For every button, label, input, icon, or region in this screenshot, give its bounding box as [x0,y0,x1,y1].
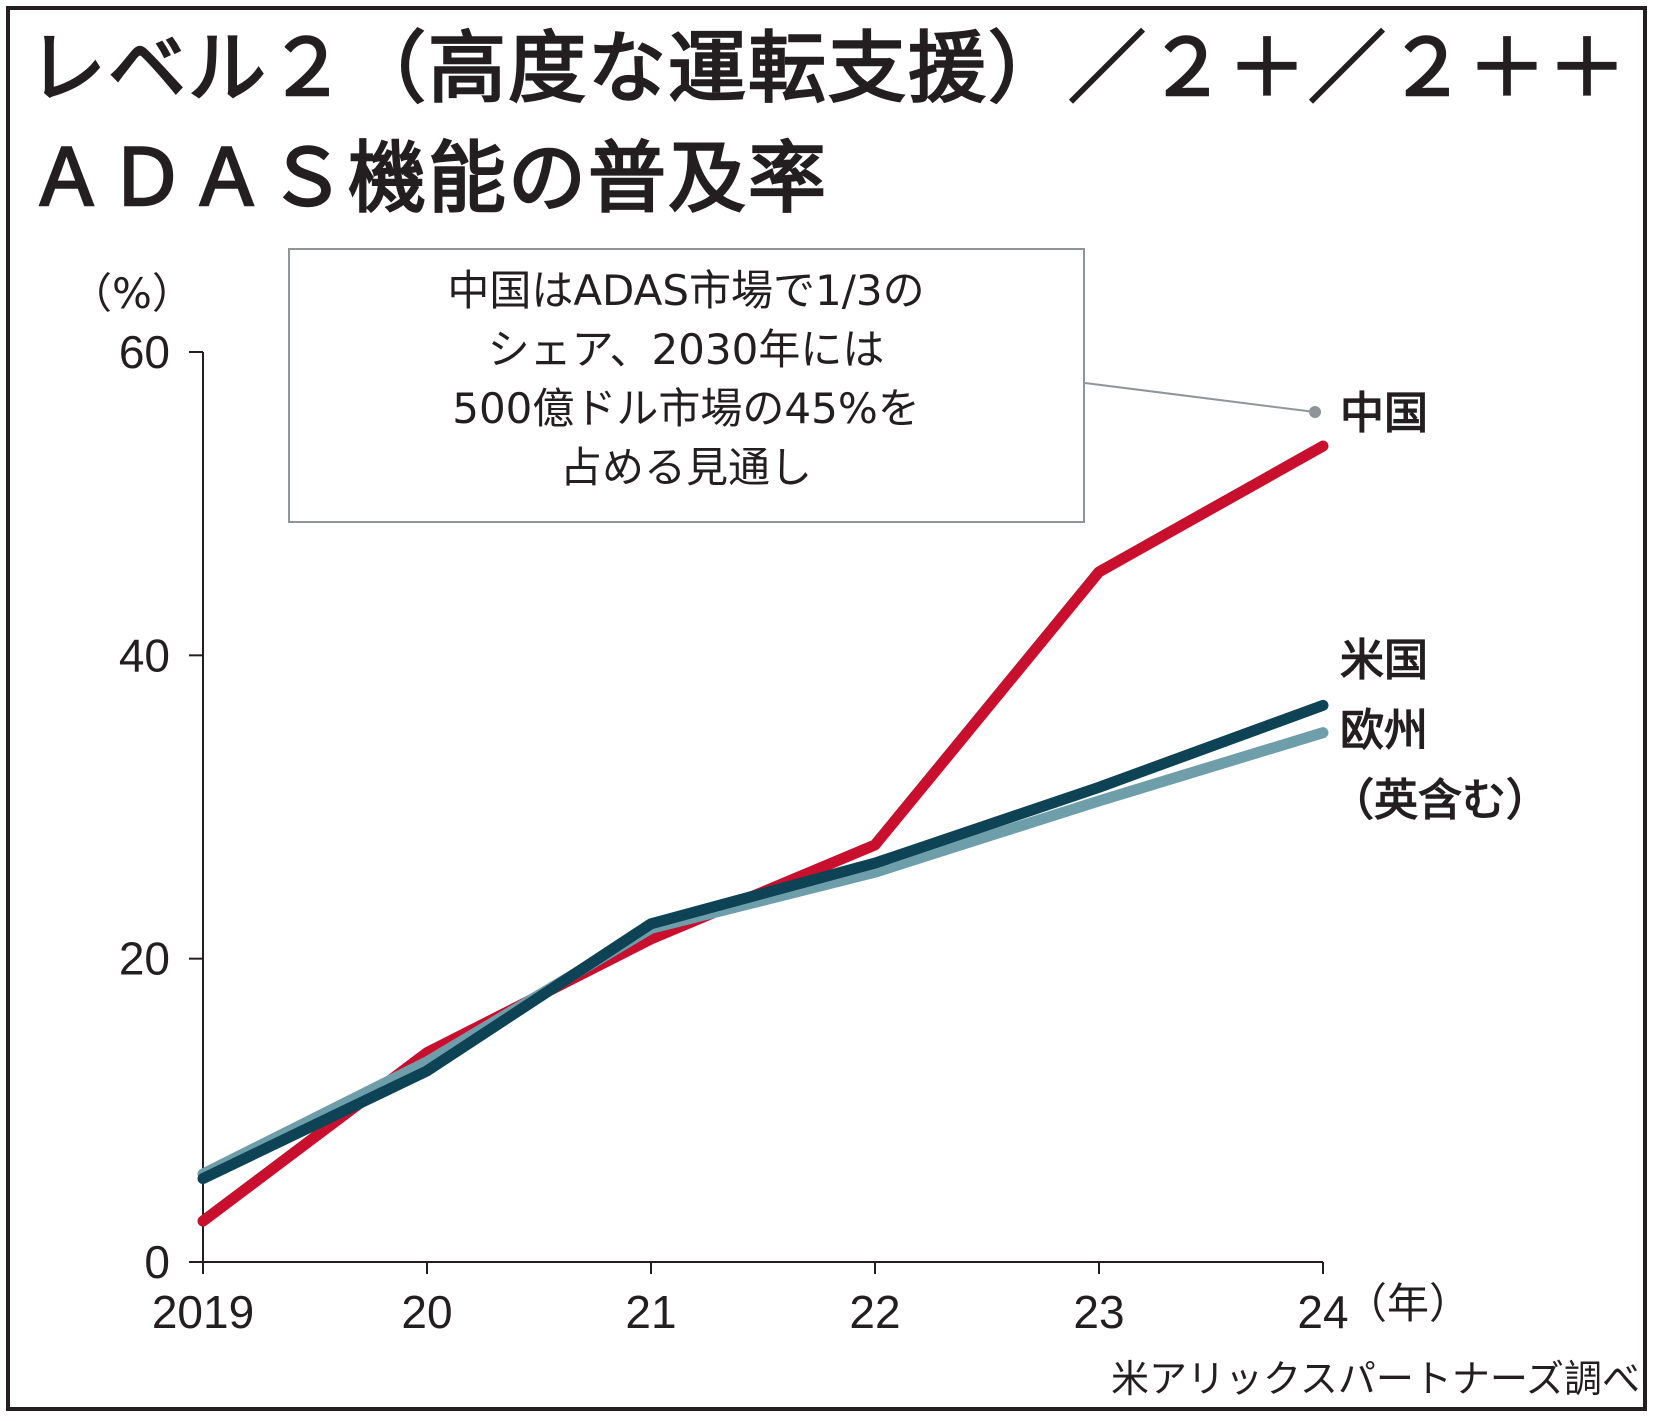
series-line-0 [197,440,1329,1227]
y-tick-label: 0 [144,1236,170,1288]
x-tick-label: 23 [1073,1286,1124,1338]
axes [202,352,1323,1263]
x-tick-label: 21 [625,1286,676,1338]
annotation-line-3: 500億ドル市場の45%を [452,384,920,433]
y-tick-label: 60 [119,326,170,378]
series-label-us: 米国 [1340,635,1428,686]
annotation-leader-dot [1309,406,1321,418]
y-ticks: 0 20 40 60 [119,326,203,1288]
annotation-frame [288,248,1085,523]
series-label-eu: 欧州 [1340,705,1428,756]
annotation-line-1: 中国はADAS市場で1/3の [447,266,924,315]
x-tick-label: 24 [1297,1286,1348,1338]
x-tick-label: 2019 [152,1286,254,1338]
series-label-eu-note: （英含む） [1330,775,1550,826]
chart-title-line2: ＡＤＡＳ機能の普及率 [28,134,829,224]
annotation-line-4: 占める見通し [560,443,812,492]
source-note: 米アリックスパートナーズ調べ [1111,1357,1640,1401]
series-lines [197,440,1329,1227]
chart-title-line1: レベル２（高度な運転支援）／２＋／２＋＋ [28,24,1629,114]
annotation-line-2: シェア、2030年には [488,325,885,374]
x-tick-label: 22 [849,1286,900,1338]
annotation-box: 中国はADAS市場で1/3の シェア、2030年には 500億ドル市場の45%を… [288,248,1085,523]
x-unit-label: （年） [1345,1279,1471,1328]
x-ticks: 2019 20 21 22 23 24 [152,1262,1349,1338]
y-tick-label: 20 [119,933,170,985]
chart-frame [6,6,1647,1411]
annotation-leader-line [1084,382,1316,413]
series-line-2 [197,727,1329,1180]
y-tick-label: 40 [119,629,170,681]
y-unit-label: （%） [70,269,194,318]
series-line-1 [197,699,1329,1185]
x-tick-label: 20 [401,1286,452,1338]
series-label-china: 中国 [1340,388,1428,439]
